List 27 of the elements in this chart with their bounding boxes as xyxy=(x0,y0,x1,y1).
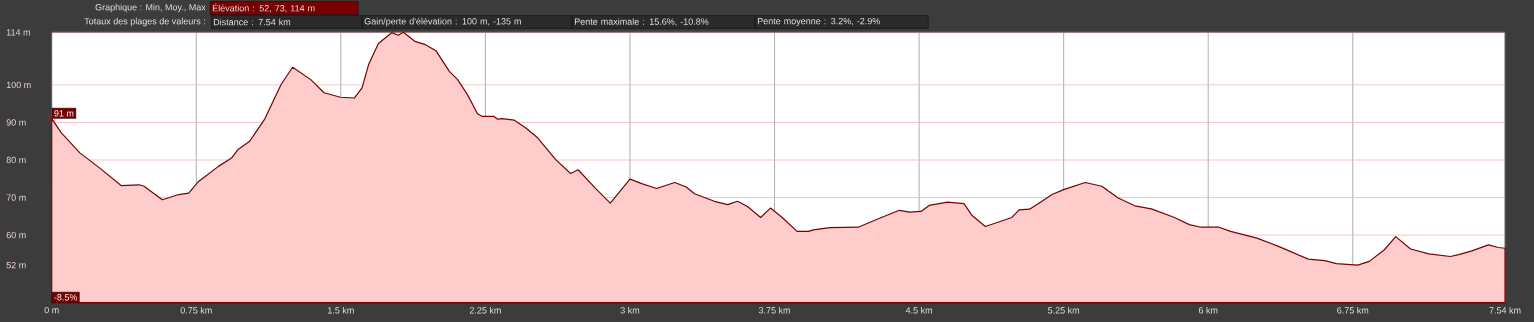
text: Distance : 7.54 km xyxy=(213,18,291,26)
x-tick-label: 1.5 km xyxy=(328,306,354,314)
text: Pente moyenne : 3.2%, -2.9% xyxy=(757,17,880,27)
y-tick-label: 70 m xyxy=(6,194,26,201)
annotation: -8.5% xyxy=(54,294,78,301)
x-tick-label: 0 m xyxy=(44,306,59,314)
y-tick-label: 52 m xyxy=(6,261,26,269)
annotation: 91 m xyxy=(54,110,74,117)
x-tick-label: 3 km xyxy=(620,306,640,314)
text: Gain/perte d'élévation : 100 m, -135 m xyxy=(364,17,521,27)
x-tick-label: 3.75 km xyxy=(758,306,790,314)
x-tick-label: 0.75 km xyxy=(180,306,212,314)
x-tick-label: 5.25 km xyxy=(1048,306,1080,314)
y-tick-label: 60 m xyxy=(6,231,26,239)
text: Graphique : Min, Moy., Max xyxy=(95,3,206,13)
y-tick-label: 90 m xyxy=(6,119,26,126)
text: Totaux des plages de valeurs : xyxy=(84,17,205,27)
y-tick-label: 80 m xyxy=(6,156,26,164)
x-tick-label: 6 km xyxy=(1198,306,1218,314)
x-tick-label: 7.54 km xyxy=(1489,306,1521,314)
text: Pente maximale : 15.6%, -10.8% xyxy=(574,18,709,26)
x-tick-label: 2.25 km xyxy=(469,306,501,314)
text: Élévation : 52, 73, 114 m xyxy=(212,3,315,13)
x-tick-label: 4.5 km xyxy=(905,306,932,314)
y-tick-label: 114 m xyxy=(6,29,30,36)
x-tick-label: 6.75 km xyxy=(1337,306,1369,314)
y-tick-label: 100 m xyxy=(6,81,31,89)
